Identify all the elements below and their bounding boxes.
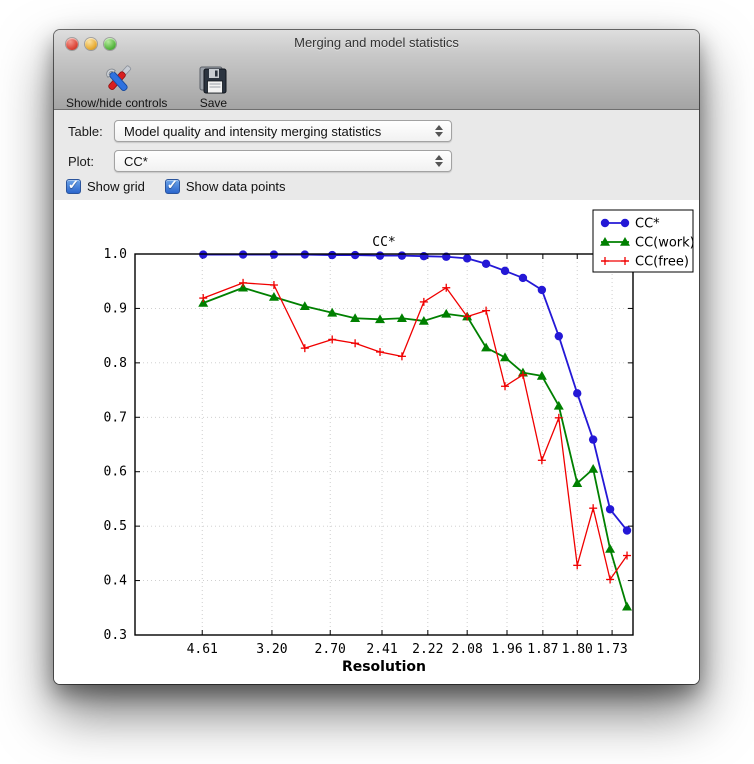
window-chrome: Merging and model statistics Show/hide c…	[54, 30, 699, 110]
show-grid-checkbox[interactable]	[66, 177, 81, 194]
app-window: Merging and model statistics Show/hide c…	[54, 30, 699, 684]
save-button[interactable]: Save	[195, 64, 231, 110]
series-CC(free)	[199, 278, 632, 584]
x-tick-label: 1.73	[596, 642, 627, 657]
x-tick-label: 4.61	[187, 642, 218, 657]
zoom-button[interactable]	[104, 38, 116, 50]
stepper-icon	[431, 153, 447, 169]
close-button[interactable]	[66, 38, 78, 50]
traffic-lights	[66, 38, 116, 50]
legend-label: CC*	[635, 217, 660, 232]
x-tick-label: 1.80	[562, 642, 593, 657]
window-title: Merging and model statistics	[294, 35, 459, 50]
table-select-value: Model quality and intensity merging stat…	[124, 123, 382, 139]
tool-label: Show/hide controls	[66, 96, 168, 110]
chart-svg: 4.61 3.20 2.70 2.41 2.22 2.08 1.96 1.87 1.80 1.73…	[104, 209, 695, 675]
x-tick-label: 3.20	[256, 642, 287, 657]
x-tick-label: 2.70	[315, 642, 346, 657]
tools-icon	[101, 64, 133, 97]
y-tick-label: 0.3	[104, 628, 127, 643]
plot-title: CC*	[372, 235, 395, 250]
show-grid-label: Show grid	[87, 179, 145, 194]
titlebar[interactable]: Merging and model statistics	[54, 30, 699, 56]
x-tick-label: 1.87	[527, 642, 558, 657]
axis-ticks: 4.61 3.20 2.70 2.41 2.22 2.08 1.96 1.87 1.80 1.73…	[104, 247, 633, 657]
plot-select-value: CC*	[124, 153, 148, 169]
show-data-points-label: Show data points	[185, 179, 286, 194]
y-tick-label: 0.7	[104, 410, 127, 425]
y-tick-label: 1.0	[104, 247, 127, 262]
series-CC(work)	[198, 282, 633, 611]
legend-label: CC(free)	[635, 255, 689, 270]
toolbar: Show/hide controls Save	[64, 58, 231, 110]
legend-label: CC(work)	[635, 236, 695, 251]
show-hide-controls-button[interactable]: Show/hide controls	[64, 64, 169, 110]
y-tick-label: 0.5	[104, 519, 127, 534]
plot-select[interactable]: CC*	[114, 150, 452, 172]
tool-label: Save	[199, 96, 228, 110]
table-select[interactable]: Model quality and intensity merging stat…	[114, 120, 452, 142]
y-tick-label: 0.9	[104, 301, 127, 316]
x-tick-label: 2.41	[366, 642, 397, 657]
plot-figure: 4.61 3.20 2.70 2.41 2.22 2.08 1.96 1.87 1.80 1.73…	[54, 200, 699, 684]
show-data-points-checkbox[interactable]	[164, 177, 180, 194]
x-tick-label: 1.96	[491, 642, 522, 657]
floppy-disk-icon	[197, 64, 229, 97]
x-axis-label: Resolution	[342, 659, 426, 675]
y-tick-label: 0.4	[104, 574, 128, 589]
plot-label: Plot:	[68, 153, 95, 169]
plot-border	[134, 253, 634, 636]
grid	[135, 254, 633, 635]
y-tick-label: 0.8	[104, 356, 127, 371]
minimize-button[interactable]	[85, 38, 97, 50]
legend: CC* CC(work) CC(free)	[592, 209, 695, 273]
x-tick-label: 2.22	[412, 642, 443, 657]
table-label: Table:	[68, 123, 103, 139]
controls-panel: Table: Model quality and intensity mergi…	[54, 110, 699, 200]
stepper-icon	[431, 123, 447, 139]
y-tick-label: 0.6	[104, 465, 127, 480]
x-tick-label: 2.08	[452, 642, 483, 657]
